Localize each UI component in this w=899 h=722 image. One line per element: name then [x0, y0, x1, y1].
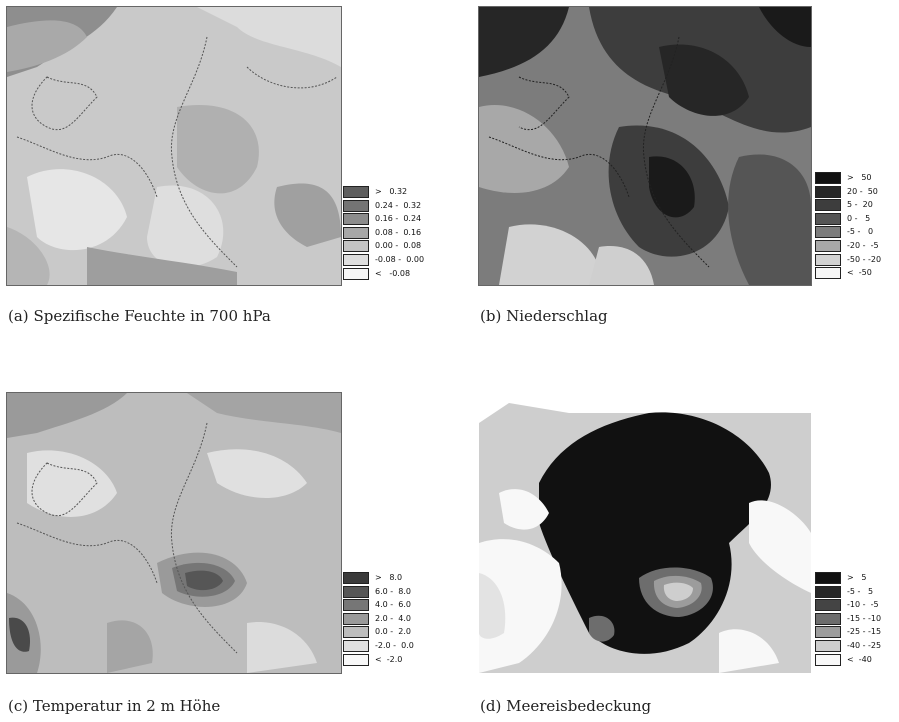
map-specific-humidity: [6, 6, 342, 286]
caption-letter: (d): [480, 697, 502, 715]
caption-d: (d) Meereisbedeckung: [480, 697, 651, 715]
legend-label: 6.0 - 8.0: [375, 586, 411, 596]
legend-label: -5 - 0: [847, 227, 874, 237]
legend-label: 0.08 - 0.16: [375, 227, 422, 237]
legend-swatch: [815, 626, 841, 639]
legend-swatch: [343, 199, 369, 212]
caption-a: (a) Spezifische Feuchte in 700 hPa: [8, 307, 271, 325]
caption-letter: (a): [8, 307, 29, 325]
legend-label: 4.0 - 6.0: [375, 600, 411, 610]
map-b-graphic: [479, 7, 811, 285]
legend-swatch: [815, 239, 841, 252]
map-temperature-2m: [6, 392, 342, 674]
map-c-graphic: [7, 393, 341, 673]
caption-text: Temperatur in 2 m Höhe: [32, 697, 221, 715]
legend-label: -5 - 5: [847, 586, 874, 596]
legend-label: -25 - -15: [847, 627, 882, 637]
legend-label: < -50: [847, 268, 872, 278]
legend-swatch: [343, 253, 369, 266]
legend-label: -50 - -20: [847, 254, 882, 264]
map-precipitation: [478, 6, 812, 286]
legend-label: 20 - 50: [847, 186, 878, 196]
legend-swatch: [343, 572, 369, 584]
legend-label: -15 - -10: [847, 613, 882, 623]
legend-swatch: [343, 599, 369, 612]
legend-swatch: [815, 267, 841, 280]
legend-swatch: [815, 199, 841, 212]
caption-c: (c) Temperatur in 2 m Höhe: [8, 697, 220, 715]
legend-label: -2.0 - 0.0: [375, 640, 414, 650]
legend-swatch: [815, 639, 841, 652]
legend-label: > 50: [847, 173, 872, 182]
caption-letter: (b): [480, 307, 502, 325]
legend-swatch: [815, 212, 841, 225]
legend-label: < -40: [847, 654, 872, 664]
legend-label: > 8.0: [375, 573, 403, 582]
legend-swatch: [343, 226, 369, 239]
legend-swatch: [815, 253, 841, 266]
legend-swatch: [343, 612, 369, 625]
map-d-graphic: [479, 393, 811, 673]
map-a-graphic: [7, 7, 341, 285]
legend-swatch: [815, 585, 841, 598]
legend-label: 2.0 - 4.0: [375, 613, 411, 623]
legend-swatch: [815, 185, 841, 198]
legend-swatch: [815, 599, 841, 612]
legend-label: 5 - 20: [847, 200, 873, 210]
legend-swatch: [815, 572, 841, 584]
legend-label: < -2.0: [375, 654, 403, 664]
legend-label: 0 - 5: [847, 213, 871, 223]
legend-swatch: [343, 213, 369, 226]
legend-swatch: [343, 267, 369, 280]
legend-label: 0.24 - 0.32: [375, 200, 422, 210]
legend-label: 0.16 - 0.24: [375, 214, 422, 224]
legend-swatch: [815, 612, 841, 625]
legend-swatch: [815, 653, 841, 666]
caption-text: Spezifische Feuchte in 700 hPa: [33, 307, 271, 325]
caption-letter: (c): [8, 697, 29, 715]
map-sea-ice-cover: [478, 392, 812, 674]
legend-label: > 0.32: [375, 187, 408, 196]
legend-swatch: [343, 626, 369, 639]
legend-label: -10 - -5: [847, 600, 879, 610]
legend-swatch: [815, 226, 841, 239]
legend-label: < -0.08: [375, 268, 411, 278]
legend-label: 0.0 - 2.0: [375, 627, 411, 637]
legend-label: > 5: [847, 573, 867, 582]
caption-b: (b) Niederschlag: [480, 307, 608, 325]
legend-swatch: [343, 186, 369, 198]
legend-swatch: [343, 585, 369, 598]
legend-swatch: [815, 172, 841, 184]
legend-label: -40 - -25: [847, 640, 882, 650]
caption-text: Niederschlag: [506, 307, 608, 325]
legend-swatch: [343, 639, 369, 652]
caption-text: Meereisbedeckung: [506, 697, 652, 715]
legend-swatch: [343, 240, 369, 253]
legend-label: -20 - -5: [847, 240, 879, 250]
legend-label: 0.00 - 0.08: [375, 241, 422, 251]
legend-label: -0.08 - 0.00: [375, 254, 425, 264]
legend-swatch: [343, 653, 369, 666]
